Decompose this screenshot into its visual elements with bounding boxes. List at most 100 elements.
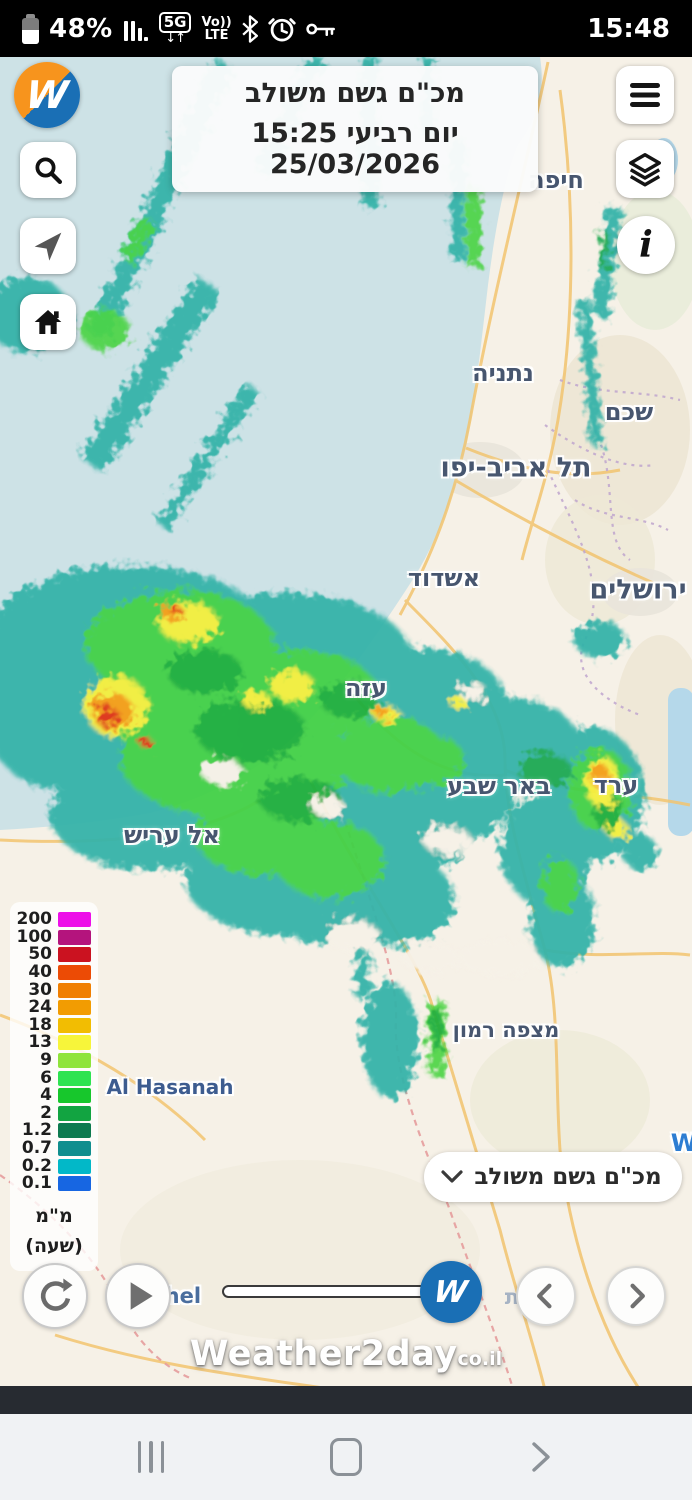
legend-value: 30	[28, 979, 52, 1000]
legend-row: 0.1	[17, 1175, 91, 1193]
info-icon: i	[639, 224, 653, 266]
legend-color-swatch	[58, 965, 91, 981]
legend-value: 100	[16, 926, 53, 947]
legend-row: 40	[17, 964, 91, 982]
search-button[interactable]	[20, 142, 76, 198]
hamburger-icon	[630, 83, 660, 107]
refresh-button[interactable]	[22, 1263, 88, 1329]
home-icon	[34, 310, 62, 334]
battery-cap	[26, 13, 35, 18]
nav-back-button[interactable]	[500, 1414, 580, 1500]
menu-button[interactable]	[616, 66, 674, 124]
signal-bars-icon	[123, 20, 148, 41]
legend-value: 24	[28, 997, 52, 1018]
home-button[interactable]	[20, 294, 76, 350]
nav-home-button[interactable]	[306, 1414, 386, 1500]
watermark: Weather2dayco.il	[0, 1334, 692, 1374]
legend-row: 18	[17, 1014, 91, 1035]
legend-row: 0.2	[17, 1157, 91, 1175]
legend-color-swatch	[58, 982, 91, 998]
search-icon	[35, 157, 62, 184]
info-button[interactable]: i	[617, 216, 675, 274]
weather2day-logo[interactable]: W	[14, 62, 80, 128]
watermark-suffix: co.il	[457, 1348, 503, 1370]
battery-percent: 48%	[49, 13, 113, 44]
legend-unit-mm: מ"מ	[35, 1204, 73, 1227]
step-forward-button[interactable]	[606, 1266, 666, 1326]
legend-row: 50	[17, 946, 91, 964]
timeline-slider-handle[interactable]: W	[420, 1261, 482, 1323]
legend-color-swatch	[58, 1070, 91, 1086]
legend-value: 1.2	[21, 1120, 52, 1141]
layer-selector-label: מכ"ם גשם משולב	[474, 1164, 662, 1190]
legend-color-swatch	[58, 1158, 91, 1174]
step-back-button[interactable]	[516, 1266, 576, 1326]
legend-unit-hour: (שעה)	[25, 1234, 83, 1257]
legend-color-swatch	[58, 1017, 91, 1033]
legend-value: 0.2	[21, 1155, 52, 1176]
legend-value: 13	[28, 1032, 52, 1053]
legend-color-swatch	[58, 1123, 91, 1139]
legend-row: 200	[17, 911, 91, 929]
boundaries	[544, 378, 681, 717]
rain-intensity-legend: 200 100 50 40 30 24 18 13 9 6 4 2 1.2 0.7 0.2 0.1 מ"מ (…	[10, 902, 98, 1272]
alarm-icon	[268, 17, 296, 41]
legend-color-swatch	[58, 1000, 91, 1016]
legend-color-swatch	[58, 1141, 91, 1157]
nav-home-icon	[330, 1438, 362, 1476]
status-bar: 48% 5G ↓↑ Vo)) LTE	[0, 0, 692, 57]
5g-network-icon: 5G ↓↑	[158, 12, 192, 46]
recents-button[interactable]	[111, 1414, 191, 1500]
legend-value: 4	[40, 1085, 52, 1106]
legend-color-swatch	[58, 929, 91, 945]
key-icon	[306, 23, 335, 36]
recents-icon	[137, 1441, 165, 1473]
battery-body	[22, 17, 39, 44]
play-button[interactable]	[105, 1263, 171, 1329]
legend-row: 0.7	[17, 1140, 91, 1158]
layers-button[interactable]	[616, 140, 674, 198]
chevron-left-icon	[537, 1283, 552, 1309]
legend-row: 24	[17, 999, 91, 1017]
legend-value: 0.1	[21, 1173, 52, 1194]
legend-color-swatch	[58, 1053, 91, 1069]
legend-value: 18	[28, 1014, 52, 1035]
slider-handle-letter: W	[431, 1274, 471, 1310]
network-arrows-icon: ↓↑	[165, 31, 186, 46]
legend-row: 2	[17, 1102, 91, 1123]
legend-value: 200	[16, 909, 53, 930]
legend-rows: 200 100 50 40 30 24 18 13 9 6 4 2 1.2 0.7 0.2 0.1	[17, 911, 91, 1193]
legend-value: 0.7	[21, 1138, 52, 1159]
battery-icon	[22, 13, 39, 44]
legend-color-swatch	[58, 1088, 91, 1104]
legend-row: 1.2	[17, 1122, 91, 1140]
legend-color-swatch	[58, 1176, 91, 1192]
status-left-cluster: 48% 5G ↓↑ Vo)) LTE	[22, 12, 336, 45]
legend-value: 6	[40, 1067, 52, 1088]
watermark-main: Weather2day	[189, 1334, 458, 1374]
layers-icon	[629, 153, 661, 187]
legend-row: 6	[17, 1069, 91, 1087]
legend-row: 4	[17, 1087, 91, 1105]
layer-selector-dropdown[interactable]: מכ"ם גשם משולב	[424, 1152, 682, 1202]
legend-row: 30	[17, 981, 91, 999]
play-icon	[130, 1282, 153, 1310]
chevron-right-icon	[630, 1283, 645, 1309]
chevron-down-icon	[441, 1170, 463, 1183]
legend-color-swatch	[58, 947, 91, 963]
radar-mode-title: מכ"ם גשם משולב	[245, 78, 465, 109]
locate-me-button[interactable]	[20, 218, 76, 274]
legend-value: 9	[40, 1050, 52, 1071]
nav-back-icon	[532, 1442, 550, 1472]
refresh-icon	[40, 1278, 73, 1311]
legend-row: 100	[16, 926, 91, 947]
logo-letter: W	[23, 73, 71, 117]
android-nav-bar	[0, 1414, 692, 1500]
app-bottom-strip	[0, 1386, 692, 1414]
legend-row: 9	[17, 1052, 91, 1070]
radar-timestamp-card: מכ"ם גשם משולב יום רביעי 15:25 25/03/202…	[172, 66, 538, 192]
legend-value: 2	[40, 1102, 52, 1123]
